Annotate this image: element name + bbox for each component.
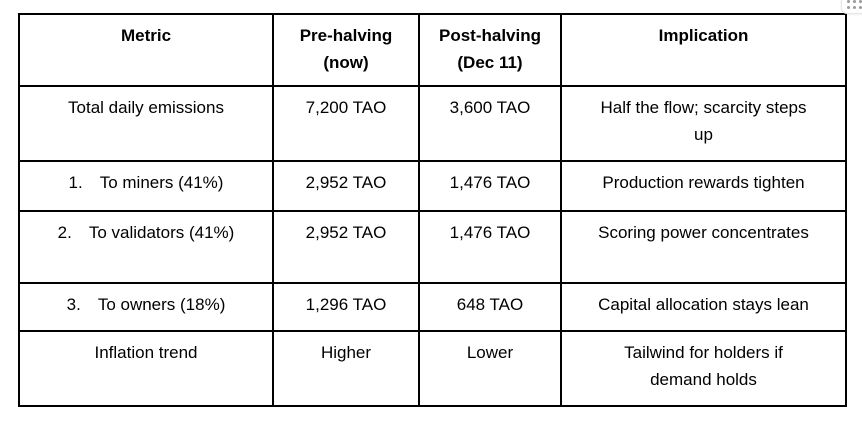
list-number: 3. bbox=[66, 295, 81, 314]
implication-cell: Scoring power concentrates bbox=[560, 210, 847, 284]
list-number: 1. bbox=[68, 173, 83, 192]
implication-cell: Capital allocation stays lean bbox=[560, 282, 847, 332]
metric-cell: 1. To miners (41%) bbox=[18, 160, 274, 212]
table-row: 3. To owners (18%) 1,296 TAO 648 TAO Capi… bbox=[18, 282, 847, 332]
pre-halving-cell: 2,952 TAO bbox=[272, 160, 420, 212]
table-row: Inflation trend Higher Lower Tailwind fo… bbox=[18, 330, 847, 407]
list-number: 2. bbox=[57, 223, 72, 242]
col-header-metric: Metric bbox=[18, 13, 274, 87]
table-row: 1. To miners (41%) 2,952 TAO 1,476 TAO Pr… bbox=[18, 160, 847, 212]
implication-cell: Production rewards tighten bbox=[560, 160, 847, 212]
post-halving-cell: 648 TAO bbox=[418, 282, 562, 332]
pre-halving-cell: 2,952 TAO bbox=[272, 210, 420, 284]
pre-halving-cell: Higher bbox=[272, 330, 420, 407]
grip-dots-icon bbox=[847, 0, 862, 9]
implication-cell: Tailwind for holders if demand holds bbox=[560, 330, 847, 407]
post-halving-cell: 1,476 TAO bbox=[418, 210, 562, 284]
col-header-post-halving: Post-halving (Dec 11) bbox=[418, 13, 562, 87]
metric-label: To validators (41%) bbox=[88, 223, 235, 242]
drag-handle-button[interactable] bbox=[841, 0, 862, 14]
implication-cell: Half the flow; scarcity steps up bbox=[560, 85, 847, 162]
table-row: 2. To validators (41%) 2,952 TAO 1,476 TA… bbox=[18, 210, 847, 284]
halving-comparison-table-container: Metric Pre-halving (now) Post-halving (D… bbox=[18, 13, 847, 407]
metric-label: Total daily emissions bbox=[68, 98, 224, 117]
halving-comparison-table: Metric Pre-halving (now) Post-halving (D… bbox=[18, 13, 847, 407]
table-row: Total daily emissions 7,200 TAO 3,600 TA… bbox=[18, 85, 847, 162]
post-halving-cell: Lower bbox=[418, 330, 562, 407]
metric-label: To owners (18%) bbox=[97, 295, 226, 314]
pre-halving-cell: 1,296 TAO bbox=[272, 282, 420, 332]
metric-cell: Inflation trend bbox=[18, 330, 274, 407]
col-header-pre-halving: Pre-halving (now) bbox=[272, 13, 420, 87]
metric-label: Inflation trend bbox=[94, 343, 198, 362]
table-header-row: Metric Pre-halving (now) Post-halving (D… bbox=[18, 13, 847, 87]
metric-label: To miners (41%) bbox=[99, 173, 224, 192]
post-halving-cell: 1,476 TAO bbox=[418, 160, 562, 212]
pre-halving-cell: 7,200 TAO bbox=[272, 85, 420, 162]
metric-cell: Total daily emissions bbox=[18, 85, 274, 162]
metric-cell: 2. To validators (41%) bbox=[18, 210, 274, 284]
metric-cell: 3. To owners (18%) bbox=[18, 282, 274, 332]
post-halving-cell: 3,600 TAO bbox=[418, 85, 562, 162]
col-header-implication: Implication bbox=[560, 13, 847, 87]
